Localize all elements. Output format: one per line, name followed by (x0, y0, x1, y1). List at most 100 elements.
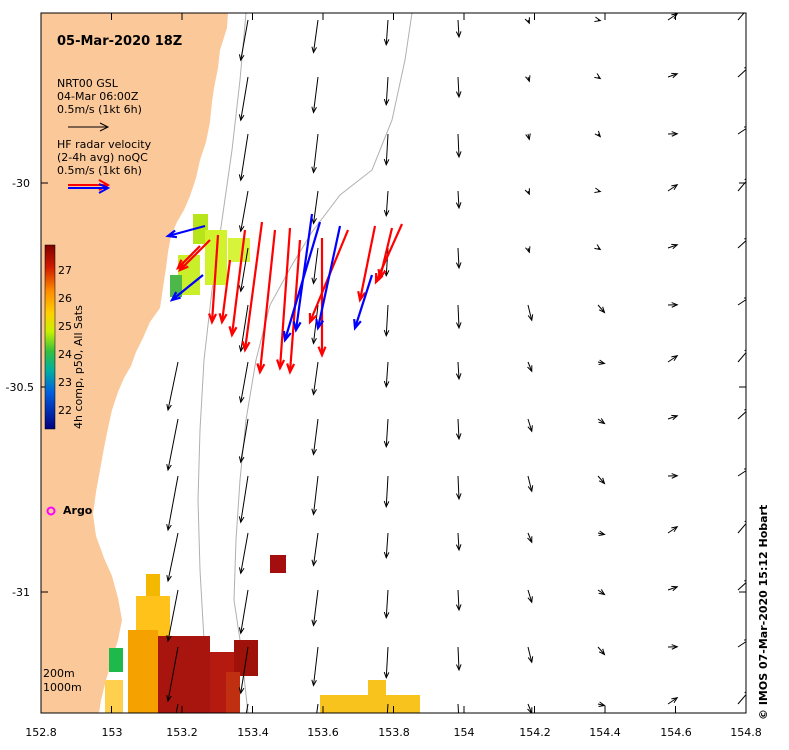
model-arrow (594, 187, 602, 194)
colorbar-tick: 25 (58, 320, 72, 333)
model-arrow (527, 361, 533, 373)
model-arrow (737, 639, 746, 648)
colorbar-tick: 24 (58, 348, 72, 361)
contour-200m (197, 13, 247, 713)
model-arrow (311, 304, 319, 345)
model-arrow (245, 703, 249, 713)
argo-label: Argo (63, 504, 93, 517)
model-arrow (597, 304, 606, 314)
model-arrow (667, 585, 679, 592)
model-arrow (238, 589, 249, 635)
model-arrow (311, 76, 319, 114)
x-tick-label: 154.2 (519, 726, 551, 739)
model-arrow (238, 361, 249, 404)
model-arrow (527, 532, 533, 544)
y-tick-label: -31 (12, 586, 30, 599)
model-arrow (737, 13, 745, 21)
model-arrow (527, 703, 533, 713)
model-arrow (383, 418, 390, 449)
model-legend-line: 0.5m/s (1kt 6h) (57, 103, 142, 116)
x-tick-label: 154.8 (730, 726, 762, 739)
model-arrow (594, 73, 602, 80)
model-arrow (667, 72, 679, 79)
radar-arrow-red (374, 223, 404, 285)
model-arrow (455, 532, 462, 552)
model-arrow (594, 130, 602, 138)
model-arrow (311, 247, 319, 285)
model-arrow (667, 243, 679, 250)
model-arrow (524, 188, 530, 196)
x-tick-label: 153.2 (166, 726, 198, 739)
radar-legend-arrow (68, 179, 111, 194)
model-arrow (737, 178, 746, 192)
colorbar-tick: 26 (58, 292, 72, 305)
model-arrows (166, 13, 746, 713)
model-arrow (455, 304, 462, 330)
model-arrow (667, 302, 679, 308)
depth-contour-label: 1000m (43, 681, 82, 694)
x-tick-label: 153.8 (378, 726, 410, 739)
x-tick-label: 154 (454, 726, 475, 739)
model-arrow (166, 475, 179, 532)
model-arrow (527, 475, 534, 493)
colorbar-tick: 23 (58, 376, 72, 389)
model-arrow (597, 418, 606, 425)
model-arrow (386, 703, 389, 713)
model-legend-line: 04-Mar 06:00Z (57, 90, 139, 103)
model-arrow (667, 131, 679, 137)
contour-1000m (233, 13, 413, 713)
axis-ticks (40, 13, 747, 713)
model-arrow (597, 359, 606, 366)
sst-pixels (105, 214, 420, 713)
model-arrow (737, 520, 746, 534)
model-arrow (166, 532, 179, 583)
radar-arrow-red (208, 234, 220, 325)
model-arrow (383, 133, 390, 167)
model-arrow (238, 19, 249, 62)
model-arrow (238, 532, 249, 575)
model-arrow (311, 532, 319, 567)
model-arrow (383, 589, 390, 620)
model-arrow (383, 646, 390, 680)
x-tick-label: 153 (102, 726, 123, 739)
model-arrow (311, 646, 319, 687)
model-arrow (597, 701, 606, 708)
model-arrow (455, 475, 462, 501)
model-arrow (455, 646, 462, 672)
argo-marker (46, 506, 56, 516)
model-arrow (737, 468, 746, 477)
radar-arrow-red (218, 259, 232, 325)
model-arrow (737, 579, 746, 591)
model-arrow (527, 418, 533, 433)
model-arrow (166, 646, 179, 703)
radar-arrow-red (357, 225, 377, 303)
model-arrow (166, 589, 179, 643)
model-arrow (667, 355, 679, 363)
model-arrow (238, 133, 249, 182)
model-arrow (238, 475, 249, 524)
model-arrow (455, 589, 462, 612)
model-arrow (311, 19, 319, 54)
model-legend-line: NRT00 GSL (57, 77, 118, 90)
model-arrow (597, 475, 606, 485)
model-arrow (383, 190, 390, 218)
x-tick-labels: 152.8 153 153.2 153.4 153.6 153.8 154 15… (25, 726, 762, 739)
model-legend: NRT00 GSL 04-Mar 06:00Z 0.5m/s (1kt 6h) (57, 77, 142, 116)
radar-legend-line: HF radar velocity (57, 138, 152, 151)
colorbar-label: 4h comp, p50, All Sats (72, 305, 85, 429)
radar-arrow-red (176, 245, 201, 270)
model-arrow (455, 190, 462, 210)
radar-arrow-red (241, 221, 264, 353)
x-tick-label: 154.4 (589, 726, 621, 739)
y-tick-label: -30.5 (6, 381, 34, 394)
y-tick-labels: -30 -30.5 -31 (6, 177, 34, 599)
model-arrow (383, 76, 390, 107)
model-arrow (311, 190, 319, 225)
y-tick-label: -30 (12, 177, 30, 190)
model-arrow (383, 532, 390, 560)
model-arrow (455, 19, 462, 39)
radar-arrow-blue (169, 274, 204, 302)
model-arrow (667, 644, 679, 650)
radar-arrow-red (256, 229, 277, 375)
